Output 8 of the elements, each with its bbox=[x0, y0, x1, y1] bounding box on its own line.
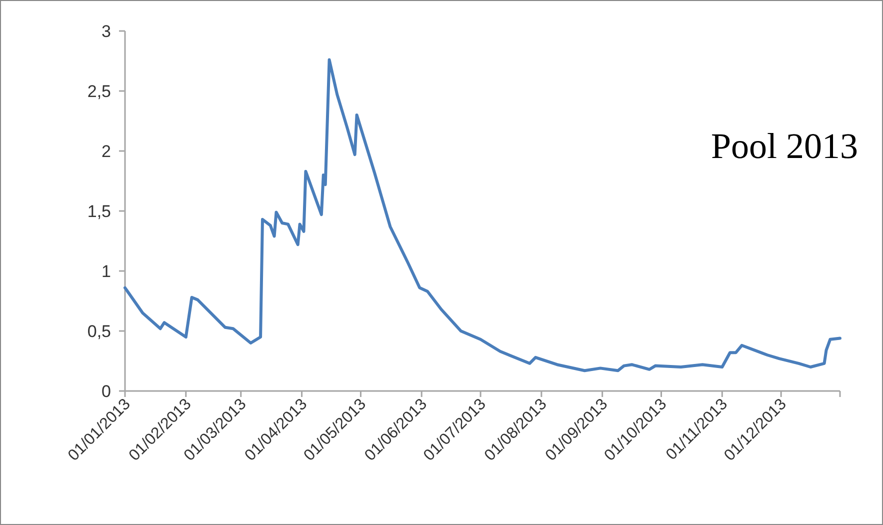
y-tick-label: 0,5 bbox=[87, 322, 111, 341]
y-tick-label: 2,5 bbox=[87, 82, 111, 101]
y-tick-label: 0 bbox=[102, 382, 111, 401]
y-tick-label: 1 bbox=[102, 262, 111, 281]
y-tick-label: 3 bbox=[102, 22, 111, 41]
text: Pool 2013 bbox=[710, 126, 858, 166]
y-tick-label: 2 bbox=[102, 142, 111, 161]
y-tick-label: 1,5 bbox=[87, 202, 111, 221]
